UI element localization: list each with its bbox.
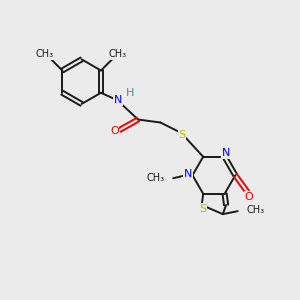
Text: H: H xyxy=(126,88,134,98)
Text: N: N xyxy=(222,148,230,158)
Text: N: N xyxy=(114,95,122,105)
Text: CH₃: CH₃ xyxy=(147,173,165,183)
Text: S: S xyxy=(178,130,185,140)
Text: O: O xyxy=(244,192,253,202)
Text: CH₃: CH₃ xyxy=(247,205,265,215)
Text: O: O xyxy=(110,126,119,136)
Text: N: N xyxy=(184,169,192,179)
Text: CH₃: CH₃ xyxy=(108,49,126,59)
Text: CH₃: CH₃ xyxy=(35,49,54,59)
Text: S: S xyxy=(200,203,207,214)
